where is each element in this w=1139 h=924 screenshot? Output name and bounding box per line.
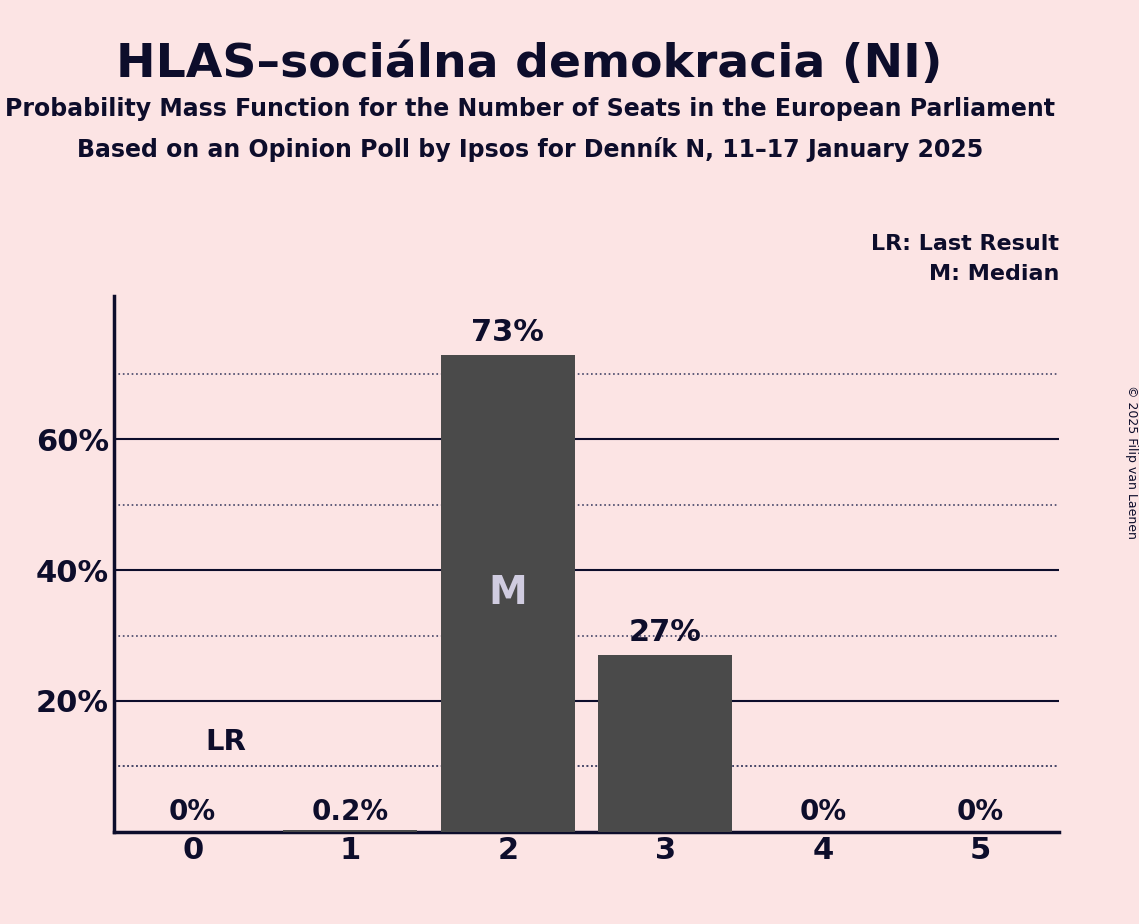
Bar (598, 655, 732, 832)
Text: 0%: 0% (957, 798, 1005, 826)
Text: LR: LR (205, 728, 246, 757)
Text: © 2025 Filip van Laenen: © 2025 Filip van Laenen (1124, 385, 1138, 539)
Text: 0%: 0% (800, 798, 846, 826)
Text: Based on an Opinion Poll by Ipsos for Denník N, 11–17 January 2025: Based on an Opinion Poll by Ipsos for De… (76, 137, 983, 162)
Text: 0.2%: 0.2% (312, 798, 388, 826)
Text: M: M (489, 574, 527, 612)
Text: 0%: 0% (169, 798, 216, 826)
Text: LR: Last Result: LR: Last Result (871, 234, 1059, 254)
Text: HLAS–sociálna demokracia (NI): HLAS–sociálna demokracia (NI) (116, 42, 943, 87)
Bar (441, 355, 575, 832)
Bar (284, 831, 417, 832)
Text: M: Median: M: Median (929, 263, 1059, 284)
Text: 27%: 27% (629, 618, 702, 648)
Text: 73%: 73% (472, 318, 544, 346)
Text: Probability Mass Function for the Number of Seats in the European Parliament: Probability Mass Function for the Number… (5, 97, 1055, 121)
